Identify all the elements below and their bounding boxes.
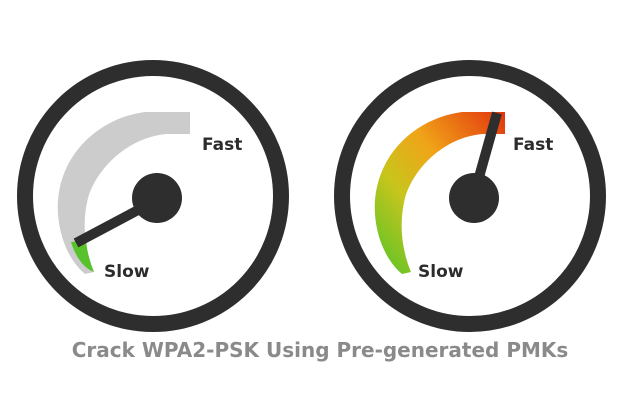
slow-label: Slow	[104, 262, 150, 282]
gauge-hub	[449, 173, 499, 223]
fast-label: Fast	[202, 135, 242, 155]
gauge-hub	[132, 173, 182, 223]
fast-gauge: Fast Slow	[334, 60, 606, 332]
gauge-fill	[71, 240, 94, 272]
caption-title: Crack WPA2-PSK Using Pre-generated PMKs	[72, 338, 569, 362]
slow-label: Slow	[418, 262, 464, 282]
fast-label: Fast	[513, 135, 553, 155]
gauge-fill	[374, 112, 505, 274]
slow-gauge: Fast Slow	[17, 60, 289, 332]
gauge-track	[57, 112, 191, 274]
